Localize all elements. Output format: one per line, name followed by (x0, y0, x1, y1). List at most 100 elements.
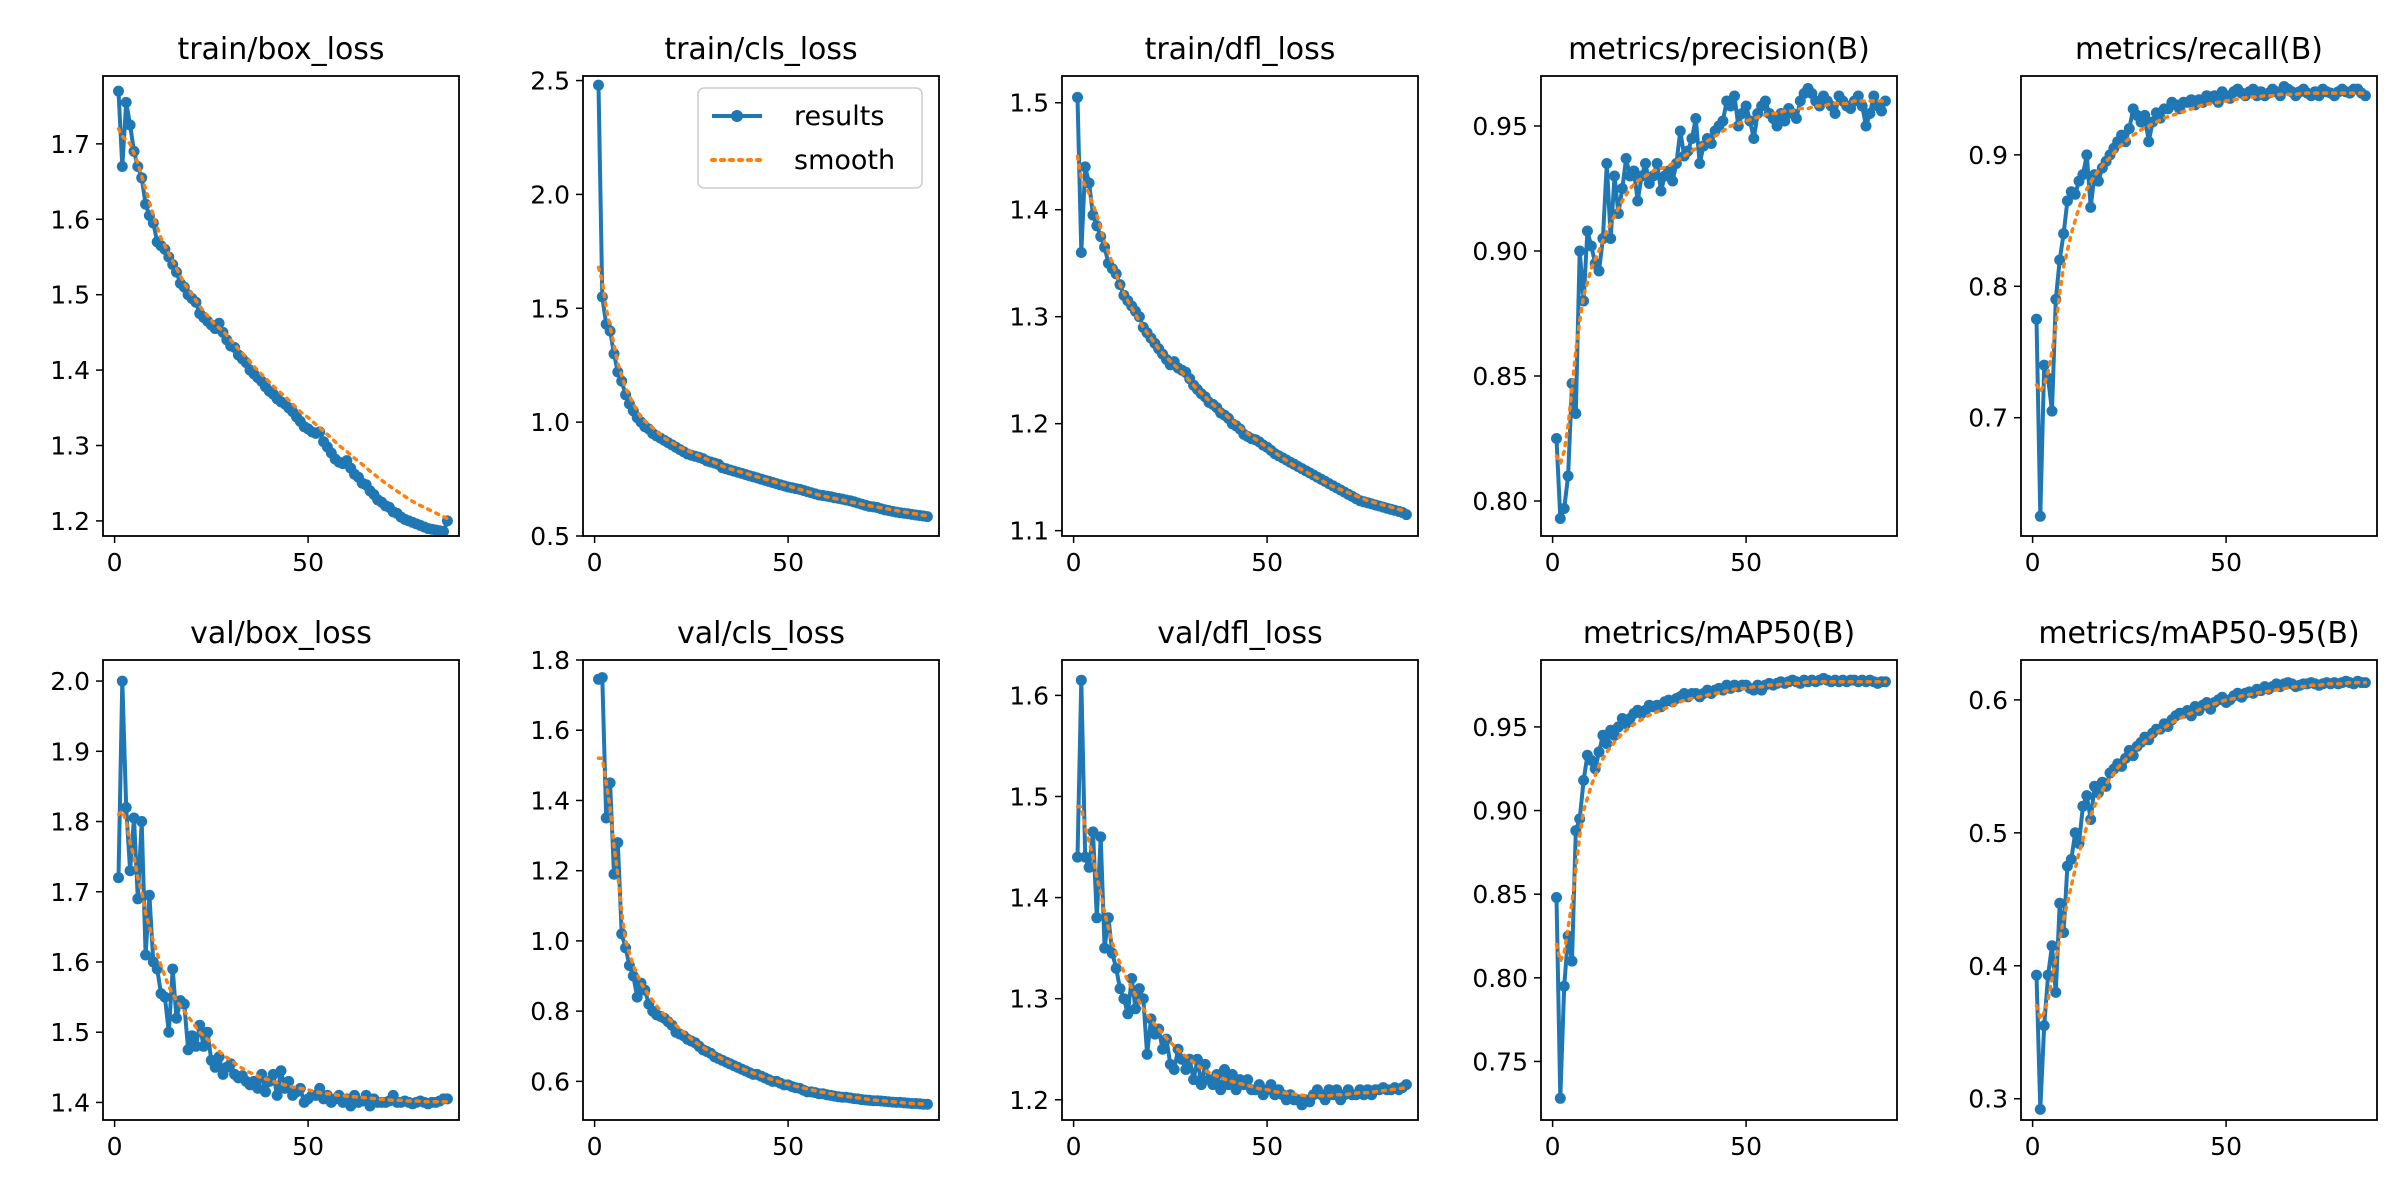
y-tick-label: 1.4 (530, 786, 570, 815)
results-point (1075, 247, 1087, 258)
results-point (1852, 90, 1864, 102)
y-tick-label: 0.5 (1968, 819, 2008, 848)
results-point (120, 802, 132, 813)
results-point (171, 1012, 182, 1024)
results-point (1087, 209, 1099, 221)
results-point (1779, 115, 1791, 127)
x-tick-label: 50 (2210, 548, 2242, 577)
smooth-line (2034, 680, 2368, 1024)
x-tick-label: 50 (772, 548, 804, 577)
results-point (2069, 827, 2081, 839)
axes-frame (582, 75, 940, 537)
x-tick-label: 0 (587, 1132, 603, 1161)
y-tick-label: 0.85 (1472, 880, 1528, 909)
plot-area (2031, 675, 2371, 1115)
panel-title: metrics/mAP50(B) (1583, 616, 1855, 651)
plot-area (593, 79, 933, 523)
y-tick-label: 1.5 (1009, 782, 1049, 811)
plot-area (1551, 83, 1891, 524)
plot-area (113, 675, 453, 1112)
results-point (1110, 962, 1122, 974)
results-line (1554, 86, 1888, 521)
results-point (198, 1040, 210, 1052)
results-point (143, 889, 155, 901)
x-tick-label: 0 (587, 548, 603, 577)
results-point (140, 949, 152, 961)
x-tick-label: 0 (1545, 1132, 1561, 1161)
results-point (1717, 115, 1729, 127)
results-point (120, 96, 132, 108)
results-point (2139, 109, 2151, 121)
plot-area (1072, 674, 1412, 1111)
panel-title: metrics/mAP50-95(B) (2038, 616, 2359, 651)
results-point (2034, 510, 2046, 522)
results-point (1585, 240, 1597, 252)
results-point (1593, 265, 1605, 277)
y-tick-label: 0.8 (530, 997, 570, 1026)
y-tick-label: 0.75 (1472, 1047, 1528, 1076)
results-point (1601, 158, 1613, 169)
axes-frame (102, 75, 460, 537)
smooth-line (1554, 99, 1888, 469)
axes-frame (1540, 659, 1898, 1121)
results-point (1640, 158, 1651, 169)
results-line (2034, 679, 2366, 1112)
results-point (1558, 980, 1570, 992)
results-point (2038, 359, 2050, 371)
results-point (1632, 195, 1644, 207)
results-point (1609, 170, 1620, 182)
legend-results-marker (731, 110, 743, 122)
y-tick-label: 0.7 (1968, 404, 2008, 433)
results-point (1230, 1084, 1242, 1096)
results-point (1126, 973, 1138, 984)
results-point (1083, 861, 1095, 873)
y-tick-label: 0.90 (1472, 797, 1528, 826)
y-tick-label: 1.5 (1009, 89, 1049, 118)
x-tick-label: 0 (1545, 548, 1561, 577)
results-point (1674, 125, 1686, 137)
y-tick-label: 1.7 (50, 130, 90, 159)
panel-metrics-map50-95-b: metrics/mAP50-95(B) 0 50 0.3 0.4 0.5 0.6 (1968, 616, 2378, 1161)
results-point (1075, 674, 1087, 686)
plot-area (1551, 672, 1891, 1104)
legend-results-label: results (794, 101, 884, 132)
results-point (438, 526, 449, 536)
y-tick-label: 1.6 (1009, 681, 1049, 710)
panel-train-box-loss: train/box_loss 0 50 1.2 1.3 1.4 1.5 1.6 1.7 (50, 32, 460, 577)
axes-frame (1061, 659, 1419, 1121)
y-tick-label: 0.9 (1968, 141, 2008, 170)
axes-frame (102, 659, 460, 1121)
results-point (1620, 153, 1632, 164)
results-point (1168, 1064, 1180, 1075)
results-point (1647, 170, 1659, 182)
results-point (1554, 1092, 1566, 1104)
smooth-line (116, 807, 450, 1104)
y-tick-label: 1.4 (50, 356, 90, 385)
results-point (2046, 405, 2058, 417)
results-point (921, 1098, 933, 1110)
x-tick-label: 0 (107, 1132, 123, 1161)
results-point (2069, 188, 2081, 200)
results-point (2034, 1103, 2046, 1115)
results-point (1663, 165, 1675, 177)
results-point (1551, 892, 1562, 903)
panel-title: train/box_loss (177, 32, 384, 67)
results-point (1740, 100, 1752, 112)
smooth-line (1075, 154, 1409, 514)
results-point (1331, 1084, 1343, 1096)
plot-area (593, 672, 933, 1110)
results-point (2046, 940, 2058, 952)
smooth-line (2034, 91, 2368, 395)
results-point (136, 816, 148, 827)
results-point (2054, 254, 2066, 266)
results-point (132, 893, 144, 905)
panel-metrics-precision-b: metrics/precision(B) 0 50 0.80 0.85 0.90 0.95 (1472, 32, 1898, 577)
results-point (1860, 120, 1872, 132)
panel-title: metrics/recall(B) (2075, 32, 2323, 67)
x-tick-label: 0 (1066, 1132, 1082, 1161)
panel-val-cls-loss: val/cls_loss 0 50 0.6 0.8 1.0 1.2 1.4 1.6 1.8 (530, 616, 940, 1161)
panel-title: val/cls_loss (677, 616, 845, 651)
results-point (1879, 95, 1891, 107)
results-point (159, 991, 171, 1003)
x-tick-label: 50 (1251, 548, 1283, 577)
